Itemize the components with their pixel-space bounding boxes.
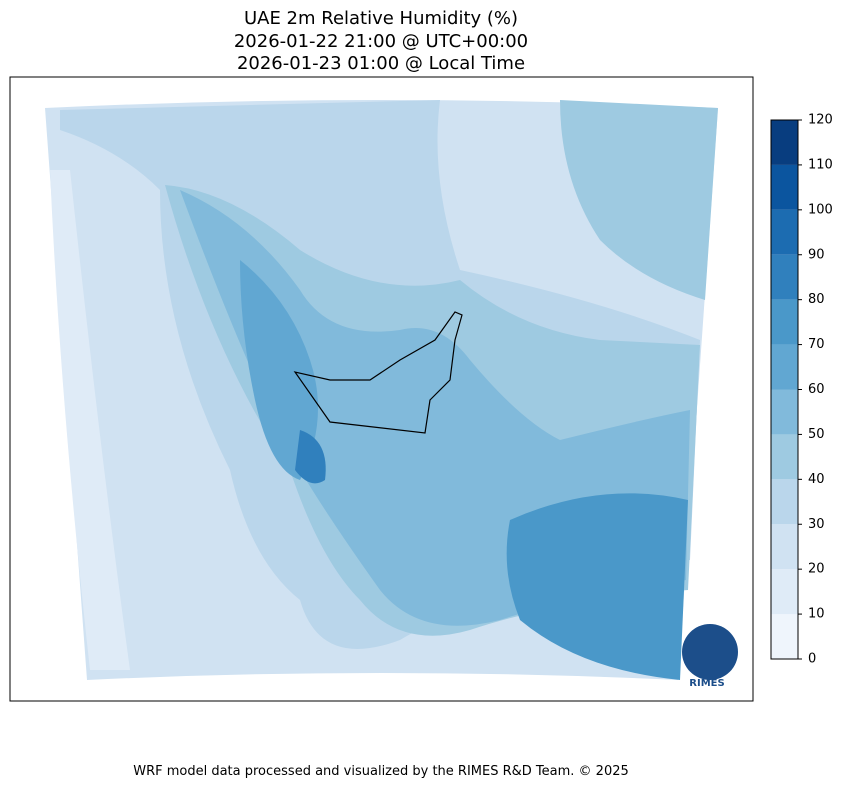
contour — [240, 260, 318, 480]
contour — [50, 170, 130, 670]
uae-border — [293, 311, 463, 434]
colorbar: 0 10 20 30 40 50 60 70 80 90 100 110 120 — [770, 113, 833, 667]
logo-emblem — [682, 624, 738, 680]
colorbar-bin — [771, 569, 798, 615]
colorbar-bin — [771, 434, 798, 480]
title-line: 2026-01-22 21:00 @ UTC+00:00 — [234, 31, 528, 52]
colorbar-tick-label: 60 — [808, 382, 825, 397]
colorbar-bin — [771, 299, 798, 345]
colorbar-tick-label: 90 — [808, 247, 825, 262]
colorbar-tick-label: 80 — [808, 292, 825, 307]
colorbar-tick-label: 110 — [808, 157, 833, 172]
logo-text: RIMES — [689, 678, 724, 689]
colorbar-tick-label: 120 — [808, 113, 833, 128]
colorbar-bin — [771, 254, 798, 300]
colorbar-bin — [771, 614, 798, 659]
colorbar-bin — [771, 120, 798, 165]
contour — [560, 100, 718, 300]
colorbar-tick-label: 40 — [808, 472, 825, 487]
colorbar-bin — [771, 344, 798, 390]
colorbar-tick-label: 50 — [808, 427, 825, 442]
map: RIMES — [9, 76, 754, 702]
colorbar-bin — [771, 389, 798, 435]
colorbar-tick-label: 70 — [808, 337, 825, 352]
colorbar-tick-label: 10 — [808, 607, 825, 622]
title-line: 2026-01-23 01:00 @ Local Time — [237, 53, 525, 74]
footer: WRF model data processed and visualized … — [133, 764, 629, 779]
colorbar-tick-label: 30 — [808, 517, 825, 532]
colorbar-tick-label: 20 — [808, 562, 825, 577]
colorbar-tick-label: 0 — [808, 652, 816, 667]
colorbar-bin — [771, 479, 798, 525]
colorbar-bin — [771, 209, 798, 255]
colorbar-bin — [771, 164, 798, 210]
colorbar-bin — [771, 524, 798, 570]
contour — [295, 430, 326, 484]
contour — [506, 493, 688, 680]
title-line: UAE 2m Relative Humidity (%) — [244, 8, 518, 29]
colorbar-tick-label: 100 — [808, 202, 833, 217]
